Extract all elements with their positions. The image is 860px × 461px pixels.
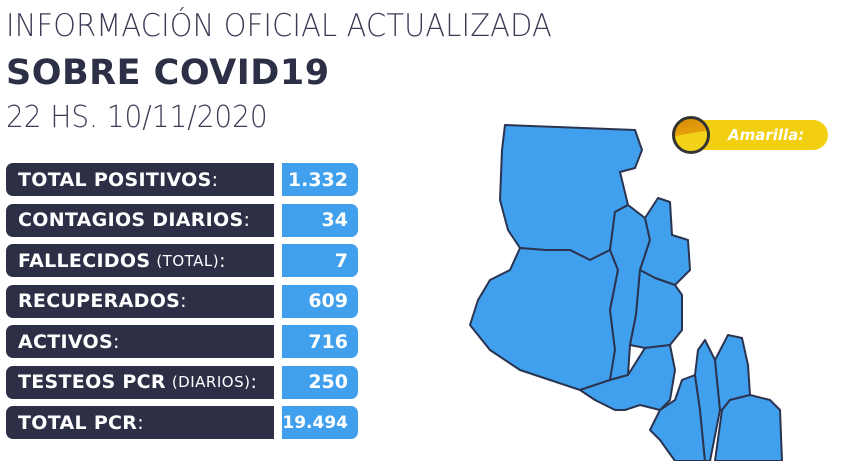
header-timestamp: 22 HS. 10/11/2020 bbox=[6, 100, 268, 135]
header-line-1: INFORMACIÓN OFICIAL ACTUALIZADA bbox=[6, 8, 552, 44]
stat-row-total-positivos: TOTAL POSITIVOS: 1.332 bbox=[6, 163, 358, 196]
stat-label: CONTAGIOS DIARIOS bbox=[18, 209, 244, 231]
stat-value: 1.332 bbox=[282, 163, 358, 196]
stat-row-activos: ACTIVOS: 716 bbox=[6, 325, 358, 358]
stat-row-contagios-diarios: CONTAGIOS DIARIOS: 34 bbox=[6, 203, 358, 237]
stat-row-fallecidos: FALLECIDOS (TOTAL): 7 bbox=[6, 244, 358, 277]
stat-value: 250 bbox=[282, 365, 358, 399]
stat-label: FALLECIDOS bbox=[18, 249, 151, 272]
stat-row-recuperados: RECUPERADOS: 609 bbox=[6, 284, 358, 318]
stat-row-testeos-pcr: TESTEOS PCR (DIARIOS): 250 bbox=[6, 365, 358, 399]
phase-indicator-icon bbox=[672, 116, 710, 154]
stat-suffix: (DIARIOS) bbox=[171, 373, 251, 391]
stats-table: TOTAL POSITIVOS: 1.332 CONTAGIOS DIARIOS… bbox=[6, 163, 358, 447]
stat-label: TOTAL POSITIVOS bbox=[18, 168, 212, 191]
stat-label: TESTEOS PCR bbox=[18, 371, 166, 393]
header-line-2: SOBRE COVID19 bbox=[6, 53, 330, 93]
stat-value: 34 bbox=[282, 203, 358, 237]
stat-value: 609 bbox=[282, 284, 358, 318]
stat-suffix: (TOTAL) bbox=[156, 251, 220, 270]
phase-legend-label: Amarilla: bbox=[688, 120, 828, 150]
province-map bbox=[469, 124, 783, 461]
stat-value: 19.494 bbox=[282, 406, 358, 439]
stat-value: 716 bbox=[282, 325, 358, 358]
stat-row-total-pcr: TOTAL PCR: 19.494 bbox=[6, 406, 358, 439]
phase-legend: Amarilla: bbox=[672, 116, 828, 154]
stat-value: 7 bbox=[282, 244, 358, 277]
stat-label: TOTAL PCR bbox=[18, 411, 138, 434]
stat-label: RECUPERADOS bbox=[18, 290, 181, 312]
stat-label: ACTIVOS bbox=[18, 330, 113, 353]
